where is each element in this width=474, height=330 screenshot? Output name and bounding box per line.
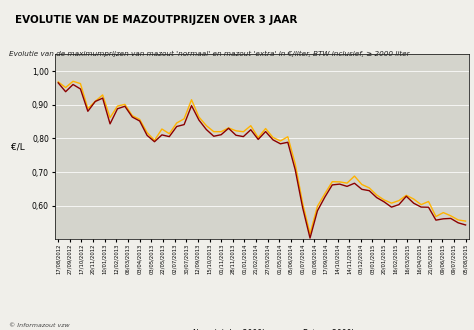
Extra ≥2000L [63, 85, 68, 89]
Extra ≥2000L [292, 162, 298, 166]
Extra ≥2000L [322, 192, 328, 196]
Text: Evolutie van de maximumprijzen van mazout 'normaal' en mazout 'extra' in €/liter: Evolutie van de maximumprijzen van mazou… [9, 51, 410, 57]
Text: © Informazout vzw: © Informazout vzw [9, 323, 70, 328]
Extra ≥2000L [211, 130, 217, 134]
Norm(a)al ≥ 2000L [285, 140, 291, 144]
Norm(a)al ≥ 2000L [329, 183, 335, 187]
Norm(a)al ≥ 2000L [374, 196, 380, 200]
Extra ≥2000L [307, 232, 313, 236]
Norm(a)al ≥ 2000L [463, 223, 468, 227]
Line: Extra ≥2000L: Extra ≥2000L [58, 81, 465, 234]
Line: Norm(a)al ≥ 2000L: Norm(a)al ≥ 2000L [58, 83, 465, 238]
Y-axis label: €/L: €/L [11, 142, 25, 151]
Extra ≥2000L [55, 80, 61, 84]
Norm(a)al ≥ 2000L [307, 236, 313, 240]
Extra ≥2000L [337, 180, 343, 184]
Extra ≥2000L [463, 219, 468, 223]
Extra ≥2000L [70, 79, 76, 83]
Norm(a)al ≥ 2000L [55, 81, 61, 85]
Legend: Norm(a)al ≥ 2000L, Extra ≥2000L: Norm(a)al ≥ 2000L, Extra ≥2000L [165, 326, 359, 330]
Text: EVOLUTIE VAN DE MAZOUTPRIJZEN OVER 3 JAAR: EVOLUTIE VAN DE MAZOUTPRIJZEN OVER 3 JAA… [15, 15, 297, 25]
Norm(a)al ≥ 2000L [315, 209, 320, 213]
Norm(a)al ≥ 2000L [203, 128, 209, 132]
Norm(a)al ≥ 2000L [63, 90, 68, 94]
Extra ≥2000L [381, 198, 387, 202]
